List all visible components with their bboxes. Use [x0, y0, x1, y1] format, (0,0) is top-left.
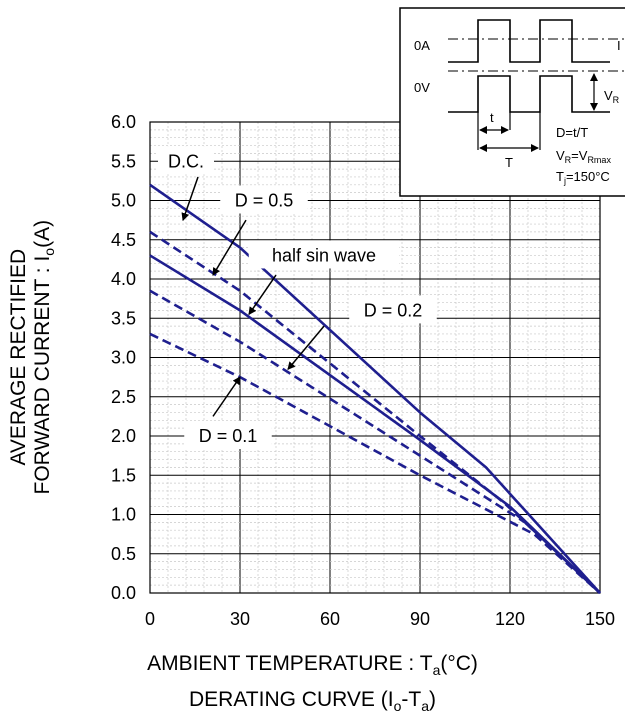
inset-current-waveform: [448, 19, 610, 63]
x-tick-label: 120: [495, 609, 525, 629]
tick-labels: 0 30 60 90 120 150 0.0 0.5 1.0 1.5 2.0 2.5 3.0 3.5 4.0…: [111, 112, 615, 629]
inset-text-tj: Tj=150°C: [556, 169, 610, 186]
y-axis-title-line2: FORWARD CURRENT : Io(A): [31, 219, 58, 495]
annotations-layer: D.C. D = 0.5 half sin wave D = 0.2 D = 0.1: [158, 146, 437, 449]
y-tick-label: 3.0: [111, 348, 136, 368]
series-layer: [149, 183, 601, 594]
annotation-label-bg: [158, 146, 214, 175]
y-axis-title-line1: AVERAGE RECTIFIED: [7, 248, 30, 466]
annotation-label-bg: [184, 421, 272, 449]
x-tick-label: 60: [320, 609, 340, 629]
x-axis-title: AMBIENT TEMPERATURE : Ta(°C): [147, 652, 478, 679]
inset-label-T: T: [505, 155, 513, 170]
inset-label-io: I: [617, 38, 621, 53]
series-line: [149, 183, 601, 594]
annotation-label: D = 0.1: [199, 426, 258, 446]
y-tick-label: 5.0: [111, 191, 136, 211]
inset-label-t: t: [490, 110, 494, 125]
y-tick-label: 1.5: [111, 465, 136, 485]
chart-caption: DERATING CURVE (Io-Ta): [189, 688, 436, 715]
y-tick-label: 2.5: [111, 387, 136, 407]
plot-frame: [149, 121, 601, 594]
annotation-arrow: [212, 376, 241, 417]
x-tick-label: 0: [145, 609, 155, 629]
series-line: [149, 289, 601, 594]
x-tick-label: 150: [585, 609, 615, 629]
y-tick-label: 5.5: [111, 151, 136, 171]
inset-text-vr: VR=VRmax: [556, 148, 611, 165]
series-line: [149, 332, 601, 594]
y-tick-label: 4.5: [111, 230, 136, 250]
annotation-label: D = 0.2: [364, 300, 423, 320]
y-tick-label: 0.5: [111, 544, 136, 564]
x-tick-label: 30: [230, 609, 250, 629]
inset-label-0V: 0V: [414, 80, 430, 95]
y-tick-label: 3.5: [111, 308, 136, 328]
annotation-label-bg: [220, 185, 308, 214]
annotation-label: D.C.: [168, 151, 204, 171]
x-tick-label: 90: [410, 609, 430, 629]
annotation-arrow: [287, 325, 325, 371]
y-tick-label: 0.0: [111, 583, 136, 603]
waveform-inset: 0A 0V I VR t T D=t/T VR=VRmax Tj=150°C: [399, 7, 625, 197]
annotation-arrow: [181, 176, 199, 222]
inset-label-vr: VR: [604, 88, 620, 105]
annotation-label-bg: [349, 295, 437, 324]
annotation-label: D = 0.5: [235, 191, 294, 211]
annotation-arrow: [212, 219, 247, 276]
y-tick-label: 6.0: [111, 112, 136, 132]
y-axis-title: AVERAGE RECTIFIED FORWARD CURRENT : Io(A…: [7, 220, 61, 495]
inset-voltage-waveform: [448, 75, 610, 113]
y-tick-label: 1.0: [111, 505, 136, 525]
annotation-label-bg: [248, 240, 400, 269]
series-line: [149, 254, 601, 594]
y-tick-label: 4.0: [111, 269, 136, 289]
inset-text-duty: D=t/T: [556, 125, 588, 140]
annotation-arrow: [248, 274, 277, 316]
inset-label-0A: 0A: [414, 38, 430, 53]
annotation-label: half sin wave: [272, 245, 376, 265]
y-tick-label: 2.0: [111, 426, 136, 446]
